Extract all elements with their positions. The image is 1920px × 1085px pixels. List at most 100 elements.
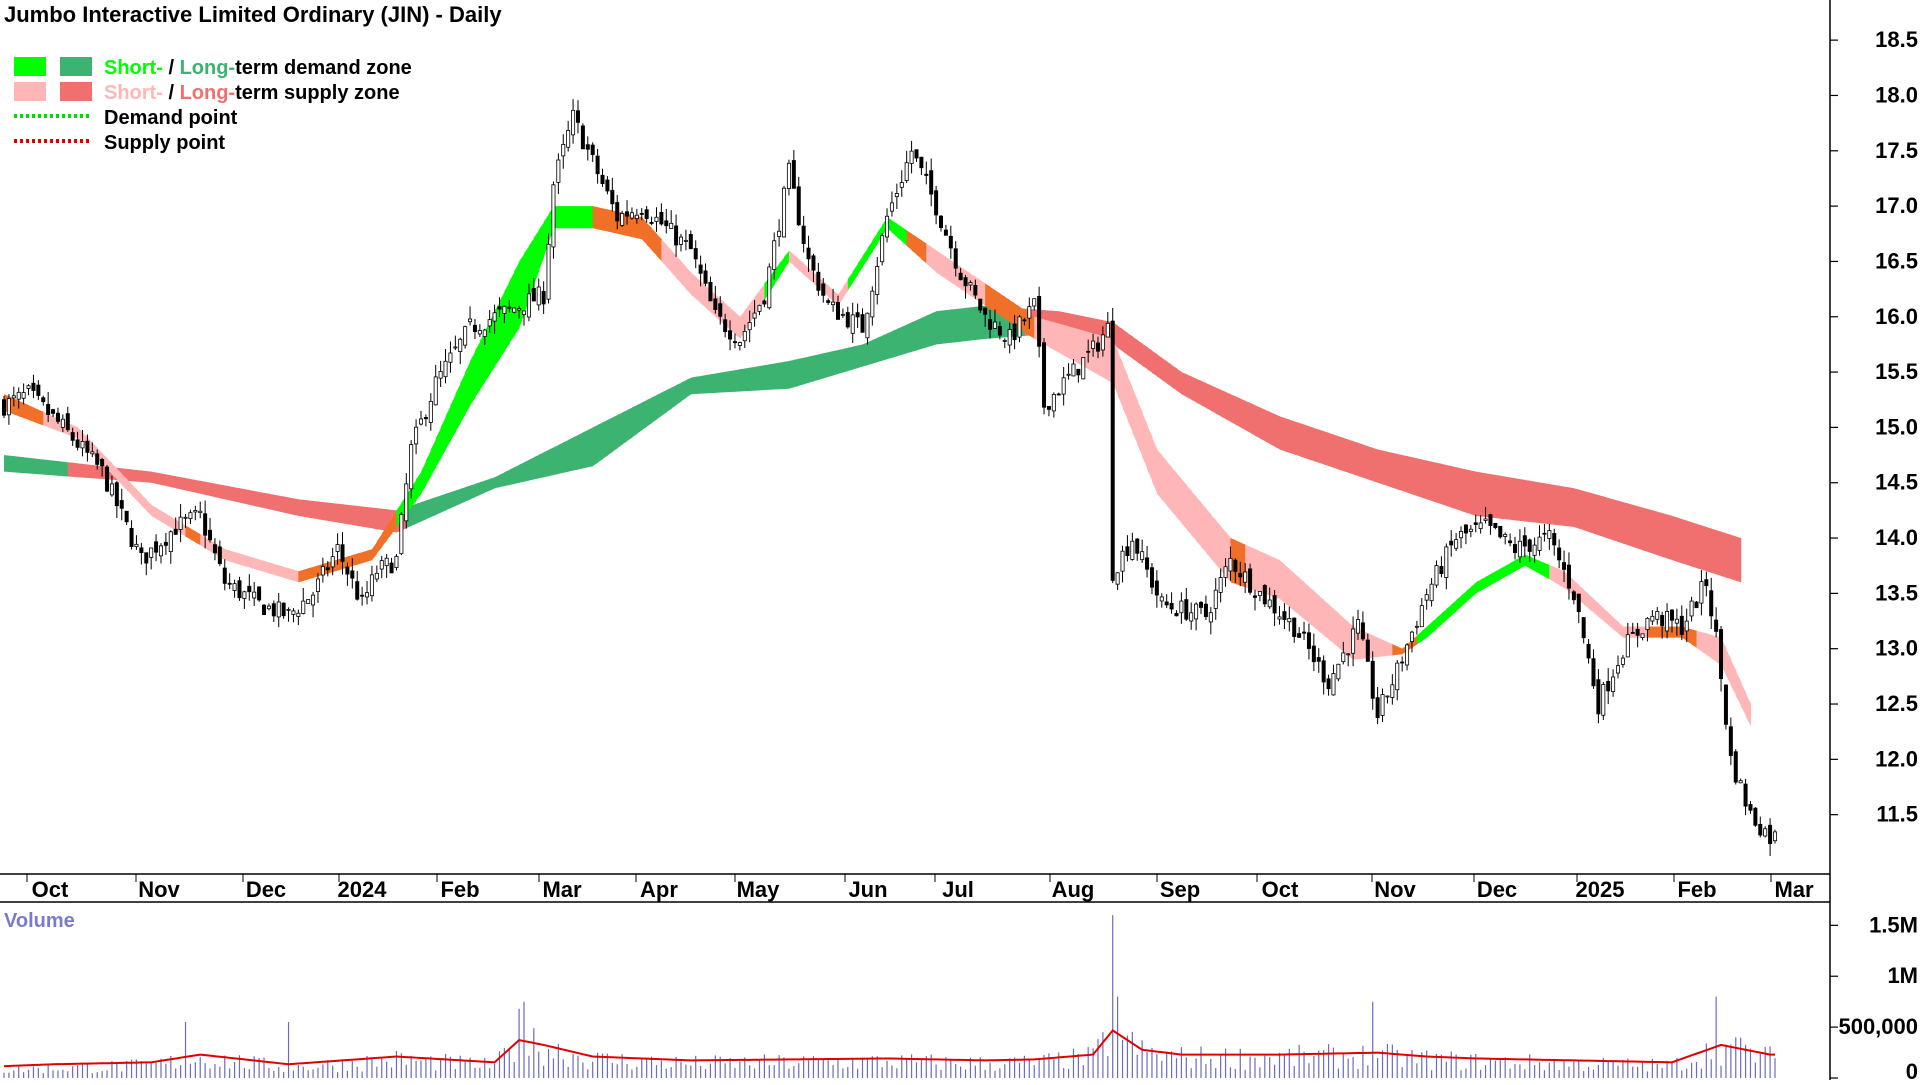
candle-body [1503,534,1508,537]
candle-body [404,483,409,522]
candle-body [816,271,821,291]
short-term-zone-segment [347,555,353,568]
date-tick-label: Feb [1677,877,1716,902]
long-term-zone-segment [268,493,275,511]
candle-body [1650,615,1655,622]
short-term-zone-segment [249,556,255,570]
short-term-zone-segment [1274,557,1281,599]
short-term-zone-segment [288,568,295,581]
long-term-zone-segment [1716,530,1722,576]
candle-body [487,319,492,327]
candle-body [1326,678,1331,690]
long-term-zone-segment [1451,466,1457,510]
short-term-zone-segment [1397,646,1403,655]
candle-body [482,329,487,337]
long-term-zone-segment [381,508,388,531]
candle-body [1007,329,1012,346]
long-term-zone-segment [1245,400,1251,433]
short-term-zone-segment [528,237,535,300]
short-term-zone-segment [1058,323,1065,356]
short-term-zone-segment [975,276,981,303]
candle-body [703,270,708,284]
candle-body [384,557,389,567]
short-term-zone-segment [641,217,648,245]
short-term-zone-segment [381,525,388,547]
short-term-zone-segment [1328,604,1335,644]
candle-body [880,235,885,263]
long-term-zone-segment [1480,472,1487,518]
candle-body [468,318,473,323]
candle-body [11,395,16,399]
long-term-zone-segment [1456,467,1462,511]
candle-body [1625,634,1630,658]
long-term-zone-segment [57,461,64,477]
long-term-zone-segment [842,347,849,373]
candle-body [237,580,242,599]
candle-body [943,229,948,236]
short-term-zone-segment [293,569,299,583]
candle-body [1748,804,1753,811]
candle-body [1684,620,1689,632]
candle-body [1218,577,1223,593]
candle-body [948,235,953,249]
long-term-zone-segment [1308,426,1315,462]
date-axis: Oct Nov Dec 2024 Feb Mar Apr May Jun Jul Aug Sep Oct… [26,874,1814,902]
short-term-zone-segment [298,569,304,583]
candle-body [36,384,41,396]
long-term-zone-segment [489,477,496,491]
long-term-zone-segment [1632,504,1639,549]
candle-body [634,214,639,220]
long-term-zone-segment [828,351,834,377]
short-term-zone-segment [730,307,736,335]
short-term-zone-segment [1603,608,1609,626]
long-term-zone-segment [352,505,358,526]
long-term-zone-segment [715,372,721,393]
long-term-zone-segment [543,449,550,478]
short-term-zone-segment [1372,635,1379,658]
long-term-zone-segment [1304,424,1310,460]
candle-body [374,572,379,580]
candle-body [1733,751,1738,783]
candle-body [311,594,316,606]
long-term-zone-segment [1662,513,1668,559]
long-term-zone-segment [1564,486,1570,527]
candle-body [1699,581,1704,604]
candle-body [600,174,605,185]
candle-body [21,392,26,399]
candle-body [325,567,330,571]
candle-body [217,546,222,565]
long-term-zone-segment [219,484,226,500]
candle-body [1213,589,1218,609]
short-term-zone-segment [862,248,869,267]
candle-body [139,547,144,553]
short-term-zone-segment [18,400,25,419]
long-term-zone-segment [784,361,790,389]
long-term-zone-segment [734,369,741,392]
short-term-zone-segment [558,206,564,229]
long-term-zone-segment [514,464,520,484]
candle-body [262,604,267,616]
long-term-zone-segment [1500,475,1506,520]
long-term-zone-segment [592,424,599,467]
long-term-zone-segment [1485,473,1492,518]
long-term-zone-segment [577,432,584,470]
candle-body [1032,298,1037,307]
long-term-zone-segment [1411,457,1418,497]
legend-swatch-short [14,82,46,101]
long-term-zone-segment [18,456,25,474]
candle-body [183,516,188,519]
short-term-zone-segment [690,272,697,300]
long-term-zone-segment [587,427,594,468]
short-term-zone-segment [509,271,515,344]
candle-body [1159,596,1164,602]
candle-body [1115,572,1120,585]
short-term-zone-segment [1618,621,1624,638]
long-term-zone-segment [891,328,898,358]
short-term-zone-segment [1161,455,1168,506]
short-term-zone-segment [165,513,172,528]
long-term-zone-segment [931,311,937,346]
candle-body [1542,532,1547,535]
candle-body [801,225,806,244]
date-tick-label: May [737,877,781,902]
candle-body [1689,600,1694,617]
